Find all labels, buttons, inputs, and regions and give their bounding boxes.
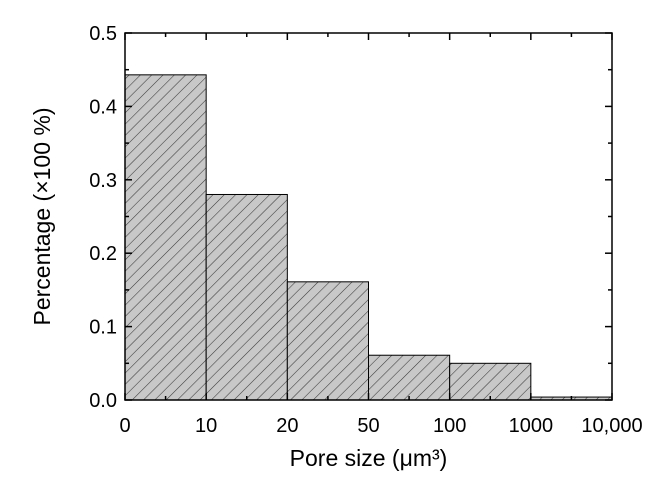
x-tick-label: 10 (195, 415, 217, 437)
ticks-layer: 0.0 0.1 0.2 0.3 0.4 0.5 0 10 20 50 100 1000 10,000 (89, 23, 642, 437)
x-tick-label: 20 (276, 415, 298, 437)
y-tick-label: 0.0 (89, 390, 117, 412)
x-tick-label: 0 (119, 415, 130, 437)
x-tick-label: 50 (357, 415, 379, 437)
y-tick-label: 0.4 (89, 96, 117, 118)
bars-layer (124, 74, 613, 401)
x-tick-label: 1000 (509, 415, 554, 437)
bar-20-50 (286, 281, 370, 401)
x-tick-label: 100 (433, 415, 466, 437)
x-axis-title: Pore size (μm³) (290, 445, 448, 471)
y-tick-label: 0.2 (89, 243, 117, 265)
y-tick-label: 0.5 (89, 23, 117, 45)
bar-10-20 (205, 193, 288, 401)
bar-50-100 (368, 354, 451, 401)
bar-100-1000 (449, 362, 532, 401)
bar-0-10 (124, 74, 207, 401)
x-tick-label: 10,000 (581, 415, 642, 437)
y-tick-label: 0.3 (89, 170, 117, 192)
y-axis-title: Percentage (×100 %) (29, 108, 55, 326)
y-tick-label: 0.1 (89, 317, 117, 339)
